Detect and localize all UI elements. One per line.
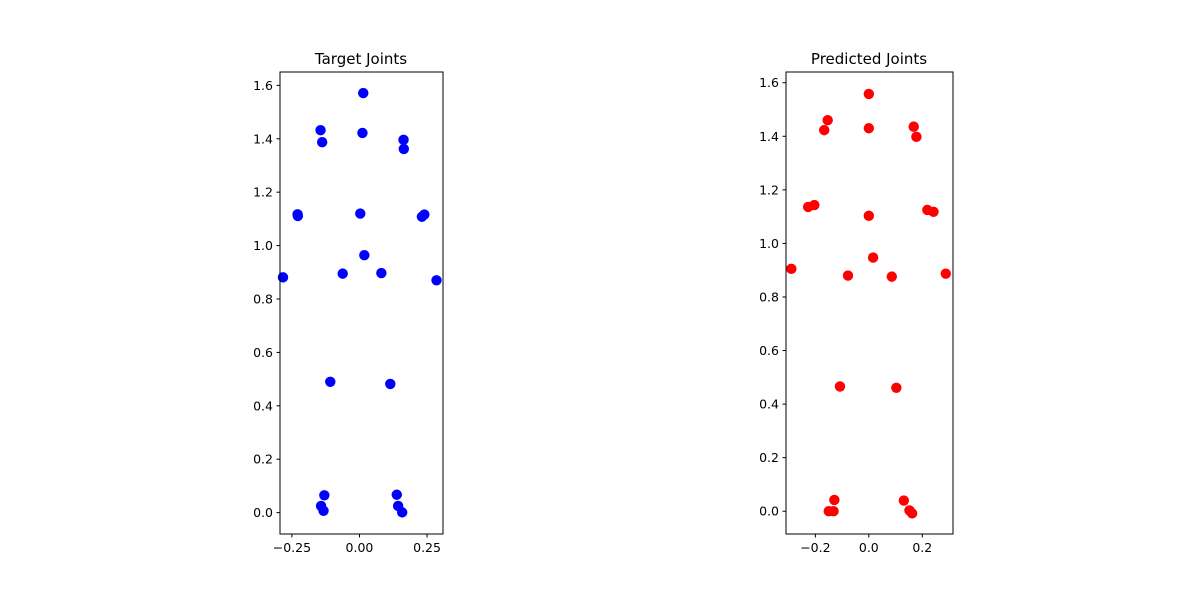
predicted-joints-point-4 [908,121,919,132]
predicted-joints-y-tick-label: 0.4 [759,397,779,412]
predicted-joints-point-3 [863,123,875,134]
predicted-joints-point-16 [834,381,846,392]
predicted-joints-axes-frame [785,71,954,535]
target-joints-point-21 [391,489,402,500]
target-joints-axes-frame [279,71,444,535]
predicted-joints-x-tick-label: 0.2 [912,540,932,555]
target-joints-point-7 [292,210,304,222]
predicted-joints-y-tick-label: 0.6 [759,343,779,358]
predicted-joints-point-11 [867,252,879,263]
target-joints-title: Target Joints [314,50,407,68]
predicted-joints-point-17 [891,382,902,393]
predicted-joints-point-5 [911,131,922,143]
predicted-joints-point-18 [829,494,840,506]
predicted-joints-point-23 [906,508,918,519]
target-joints-point-11 [359,249,370,261]
target-joints-point-0 [358,87,369,99]
predicted-joints-x-tick-label: −0.2 [800,540,830,555]
predicted-joints-panel: Predicted Joints −0.2 0.0 0.2 0.0 0.2 0.4 0.6… [759,50,954,555]
target-joints-x-tick-label: 0.25 [413,540,441,555]
target-joints-x-ticks: −0.25 0.00 0.25 [273,534,441,555]
target-joints-y-tick-label: 1.6 [253,78,273,93]
target-joints-point-4 [398,134,409,146]
target-joints-point-12 [277,272,289,283]
predicted-joints-point-20 [828,506,839,517]
predicted-joints-y-tick-label: 1.2 [759,182,779,197]
target-joints-point-14 [376,267,387,279]
target-joints-y-ticks: 0.0 0.2 0.4 0.6 0.8 1.0 1.2 1.4 1.6 [253,78,280,520]
target-joints-y-tick-label: 0.4 [253,398,273,413]
predicted-joints-point-2 [819,124,830,136]
target-joints-point-20 [318,505,329,516]
target-joints-point-23 [396,507,408,518]
predicted-joints-y-tick-label: 0.8 [759,289,779,304]
predicted-joints-x-tick-label: 0.0 [859,540,879,555]
predicted-joints-point-12 [786,263,797,275]
target-joints-panel: Target Joints −0.25 0.00 0.25 0.0 0.2 0.4 0.6… [253,50,444,555]
predicted-joints-y-tick-label: 0.2 [759,450,779,465]
target-joints-y-tick-label: 1.0 [253,238,273,253]
target-joints-y-tick-label: 0.0 [253,505,273,520]
target-joints-y-tick-label: 1.2 [253,185,273,200]
target-joints-y-tick-label: 0.6 [253,345,273,360]
predicted-joints-y-tick-label: 1.6 [759,75,779,90]
predicted-joints-point-7 [809,199,820,211]
target-joints-point-10 [416,211,428,222]
predicted-joints-title: Predicted Joints [811,50,927,68]
target-joints-point-15 [431,275,442,286]
target-joints-x-tick-label: −0.25 [273,540,311,555]
predicted-joints-point-10 [928,206,939,218]
predicted-joints-point-13 [842,270,854,281]
predicted-joints-x-ticks: −0.2 0.0 0.2 [800,534,932,555]
target-joints-point-13 [337,268,348,279]
target-joints-x-tick-label: 0.00 [346,540,374,555]
predicted-joints-point-0 [863,88,875,100]
target-joints-y-tick-label: 1.4 [253,131,273,146]
predicted-joints-point-21 [898,495,910,506]
predicted-joints-y-tick-label: 1.4 [759,129,779,144]
predicted-joints-y-tick-label: 1.0 [759,236,779,251]
predicted-joints-y-tick-label: 0.0 [759,504,779,519]
predicted-joints-points [786,88,951,519]
target-joints-point-16 [325,376,336,387]
target-joints-point-5 [398,143,410,155]
predicted-joints-point-8 [863,210,875,222]
predicted-joints-point-1 [822,115,833,126]
target-joints-point-18 [319,490,330,501]
predicted-joints-y-ticks: 0.0 0.2 0.4 0.6 0.8 1.0 1.2 1.4 1.6 [759,75,786,519]
predicted-joints-point-15 [940,268,951,279]
target-joints-point-2 [357,127,368,139]
target-joints-point-3 [316,137,328,148]
target-joints-point-17 [385,378,396,390]
target-joints-point-1 [315,125,326,136]
target-joints-points [277,87,442,518]
target-joints-y-tick-label: 0.2 [253,452,273,467]
target-joints-y-tick-label: 0.8 [253,291,273,306]
target-joints-point-8 [355,208,366,219]
predicted-joints-point-14 [886,271,898,282]
